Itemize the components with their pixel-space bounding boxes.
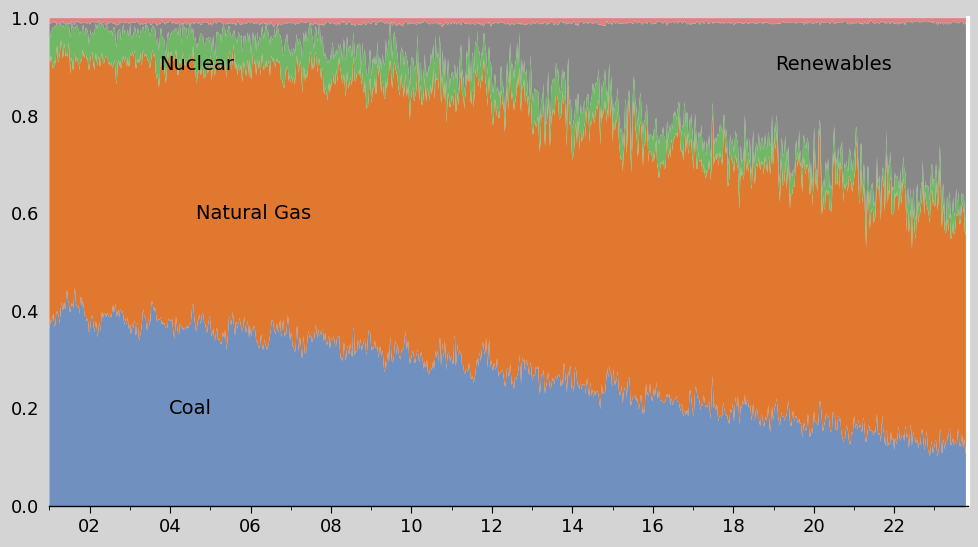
Text: Natural Gas: Natural Gas [197, 204, 311, 223]
Text: Coal: Coal [168, 399, 211, 418]
Text: Renewables: Renewables [775, 55, 891, 74]
Text: Nuclear: Nuclear [159, 55, 235, 74]
